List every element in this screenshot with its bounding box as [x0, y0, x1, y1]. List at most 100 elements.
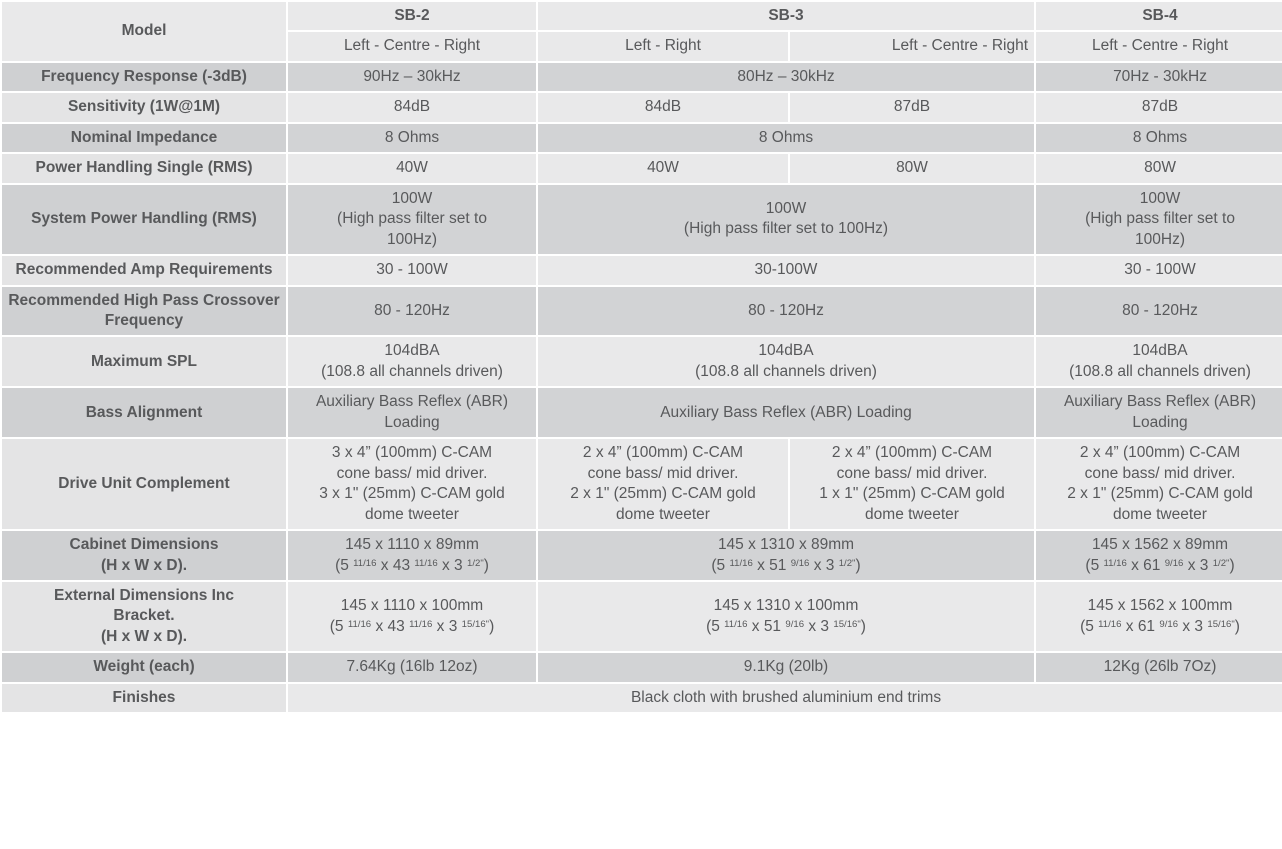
- row-label-weight: Weight (each): [2, 653, 286, 682]
- cell-all-finishes: Black cloth with brushed aluminium end t…: [288, 683, 1282, 713]
- cell-line-1: 104dBA: [758, 342, 814, 360]
- cell-dimensions-mm: 145 x 1310 x 89mm: [717, 536, 855, 554]
- cell-sb3-left-sensitivity: 84dB: [538, 93, 788, 122]
- inch-pre: (5: [1080, 617, 1099, 635]
- cell-line-2: cone bass/ mid driver.: [587, 464, 739, 482]
- inch-fraction-3: 1/2": [838, 557, 856, 569]
- inch-mid-2: x 3: [804, 617, 834, 635]
- cell-line-2: Loading: [1132, 413, 1188, 431]
- cell-sb3-centre-power-handling-single: 80W: [790, 154, 1035, 183]
- row-label-line-2: (H x W x D).: [100, 556, 188, 574]
- cell-sb3-nominal-impedance: 8 Ohms: [538, 123, 1035, 153]
- inch-fraction-2: 9/16: [1164, 557, 1184, 569]
- table-row-model-variant: Left - Centre - Right Left - Right Left …: [2, 32, 1282, 61]
- table-row: Nominal Impedance 8 Ohms 8 Ohms 8 Ohms: [2, 123, 1282, 153]
- inch-mid-2: x 3: [437, 556, 467, 574]
- inch-fraction-3: 15/16": [1207, 618, 1235, 630]
- cell-line-1: 2 x 4” (100mm) C-CAM: [831, 444, 993, 462]
- cell-line-3: 100Hz): [387, 230, 437, 248]
- inch-mid-2: x 3: [1183, 556, 1213, 574]
- inch-fraction-2: 11/16: [414, 557, 438, 569]
- cell-sb4-drive-unit-complement: 2 x 4” (100mm) C-CAM cone bass/ mid driv…: [1036, 439, 1282, 530]
- inch-pre: (5: [711, 556, 730, 574]
- inch-fraction-2: 9/16: [790, 557, 810, 569]
- row-label-finishes: Finishes: [2, 683, 286, 713]
- cell-line-1: 100W: [1139, 189, 1181, 207]
- cell-line-4: dome tweeter: [1113, 505, 1207, 523]
- cell-sb2-external-dimensions: 145 x 1110 x 100mm (5 11/16 x 43 11/16 x…: [288, 581, 536, 652]
- inch-fraction-1: 11/16: [1103, 557, 1127, 569]
- row-label-sensitivity: Sensitivity (1W@1M): [2, 93, 286, 122]
- cell-sb4-system-power-handling: 100W (High pass filter set to 100Hz): [1036, 184, 1282, 255]
- row-label-model: Model: [2, 2, 286, 61]
- cell-sb3-maximum-spl: 104dBA (108.8 all channels driven): [538, 337, 1035, 387]
- table-row: Maximum SPL 104dBA (108.8 all channels d…: [2, 337, 1282, 387]
- table-row: Power Handling Single (RMS) 40W 40W 80W …: [2, 154, 1282, 183]
- cell-line-4: dome tweeter: [865, 505, 959, 523]
- inch-fraction-3: 1/2": [466, 557, 484, 569]
- model-variant-sb4: Left - Centre - Right: [1036, 32, 1282, 61]
- cell-sb4-external-dimensions: 145 x 1562 x 100mm (5 11/16 x 61 9/16 x …: [1036, 581, 1282, 652]
- cell-line-3: 100Hz): [1135, 230, 1185, 248]
- cell-line-1: Auxiliary Bass Reflex (ABR): [315, 393, 509, 411]
- cell-dimensions-inches: (5 11/16 x 43 11/16 x 3 1/2"): [335, 557, 489, 574]
- row-label-line-1: External Dimensions Inc: [53, 586, 235, 604]
- cell-sb3-left-drive-unit-complement: 2 x 4” (100mm) C-CAM cone bass/ mid driv…: [538, 439, 788, 530]
- cell-sb3-recommended-amp-requirements: 30-100W: [538, 256, 1035, 285]
- cell-dimensions-mm: 145 x 1310 x 100mm: [713, 597, 859, 615]
- cell-sb4-sensitivity: 87dB: [1036, 93, 1282, 122]
- cell-sb2-power-handling-single: 40W: [288, 154, 536, 183]
- inch-post: ): [855, 556, 861, 574]
- cell-sb3-frequency-response: 80Hz – 30kHz: [538, 62, 1035, 92]
- row-label-power-handling-single: Power Handling Single (RMS): [2, 154, 286, 183]
- model-variant-sb3-left-right: Left - Right: [538, 32, 788, 61]
- cell-dimensions-inches: (5 11/16 x 61 9/16 x 3 1/2"): [1085, 557, 1234, 574]
- table-row: Finishes Black cloth with brushed alumin…: [2, 683, 1282, 713]
- inch-mid-1: x 61: [1126, 556, 1165, 574]
- inch-post: ): [489, 617, 495, 635]
- row-label-cabinet-dimensions: Cabinet Dimensions (H x W x D).: [2, 531, 286, 580]
- inch-fraction-3: 15/16": [833, 618, 861, 630]
- cell-line-1: 2 x 4” (100mm) C-CAM: [1079, 444, 1241, 462]
- cell-line-1: 100W: [765, 199, 807, 217]
- cell-sb3-cabinet-dimensions: 145 x 1310 x 89mm (5 11/16 x 51 9/16 x 3…: [538, 531, 1035, 580]
- cell-line-2: (108.8 all channels driven): [321, 362, 503, 380]
- cell-dimensions-mm: 145 x 1562 x 100mm: [1087, 597, 1233, 615]
- cell-sb2-bass-alignment: Auxiliary Bass Reflex (ABR) Loading: [288, 388, 536, 438]
- table-row: System Power Handling (RMS) 100W (High p…: [2, 184, 1282, 255]
- inch-post: ): [860, 617, 866, 635]
- cell-dimensions-mm: 145 x 1110 x 89mm: [345, 536, 479, 554]
- cell-sb2-cabinet-dimensions: 145 x 1110 x 89mm (5 11/16 x 43 11/16 x …: [288, 531, 536, 580]
- cell-sb2-nominal-impedance: 8 Ohms: [288, 123, 536, 153]
- row-label-recommended-amp-requirements: Recommended Amp Requirements: [2, 256, 286, 285]
- cell-sb4-recommended-amp-requirements: 30 - 100W: [1036, 256, 1282, 285]
- cell-line-2: Loading: [384, 413, 440, 431]
- inch-pre: (5: [329, 617, 348, 635]
- cell-line-4: dome tweeter: [365, 505, 459, 523]
- cell-sb4-frequency-response: 70Hz - 30kHz: [1036, 62, 1282, 92]
- row-label-line-3: (H x W x D).: [100, 627, 188, 645]
- inch-pre: (5: [1085, 556, 1104, 574]
- row-label-system-power-handling: System Power Handling (RMS): [2, 184, 286, 255]
- row-label-bass-alignment: Bass Alignment: [2, 388, 286, 438]
- cell-sb3-centre-sensitivity: 87dB: [790, 93, 1035, 122]
- cell-line-1: 104dBA: [1132, 342, 1188, 360]
- inch-fraction-2: 11/16: [409, 618, 433, 630]
- cell-line-2: (High pass filter set to: [337, 210, 487, 228]
- table-row: Recommended Amp Requirements 30 - 100W 3…: [2, 256, 1282, 285]
- inch-post: ): [483, 556, 489, 574]
- inch-fraction-1: 11/16: [347, 618, 372, 630]
- row-label-maximum-spl: Maximum SPL: [2, 337, 286, 387]
- model-variant-sb3-centre: Left - Centre - Right: [790, 32, 1035, 61]
- inch-mid-1: x 43: [371, 617, 410, 635]
- cell-sb2-weight: 7.64Kg (16lb 12oz): [288, 653, 536, 682]
- model-header-sb3: SB-3: [538, 2, 1035, 31]
- cell-line-1: 100W: [391, 189, 433, 207]
- inch-fraction-3: 1/2": [1212, 557, 1230, 569]
- inch-fraction-1: 11/16: [729, 557, 753, 569]
- cell-sb4-maximum-spl: 104dBA (108.8 all channels driven): [1036, 337, 1282, 387]
- inch-mid-2: x 3: [432, 617, 462, 635]
- cell-sb2-maximum-spl: 104dBA (108.8 all channels driven): [288, 337, 536, 387]
- cell-line-1: 2 x 4” (100mm) C-CAM: [582, 444, 744, 462]
- cell-sb2-recommended-amp-requirements: 30 - 100W: [288, 256, 536, 285]
